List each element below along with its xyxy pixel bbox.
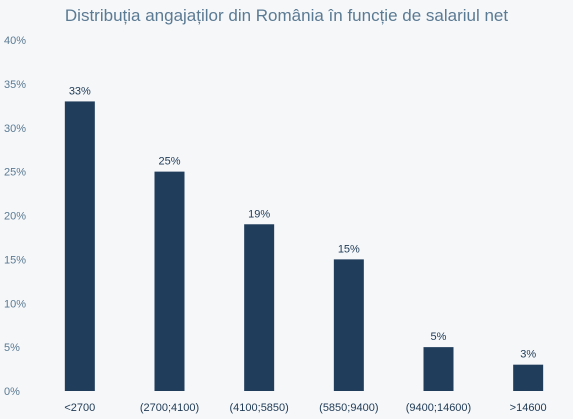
data-label: 15%	[338, 243, 360, 255]
x-tick-label: (5850;9400)	[319, 402, 378, 414]
y-tick-label: 30%	[4, 123, 26, 135]
y-tick-label: 40%	[4, 35, 26, 47]
bar	[244, 224, 275, 391]
x-tick-label: (9400;14600)	[406, 402, 471, 414]
data-label: 25%	[158, 156, 180, 168]
x-tick-label: (2700;4100)	[140, 402, 199, 414]
y-tick-label: 5%	[4, 342, 20, 354]
chart-title: Distribuția angajaților din România în f…	[64, 6, 509, 25]
data-label: 3%	[520, 349, 536, 361]
bar	[513, 364, 544, 391]
bar	[333, 259, 364, 391]
bar	[154, 171, 185, 391]
y-tick-label: 20%	[4, 211, 26, 223]
y-tick-label: 0%	[4, 386, 20, 398]
bar	[64, 101, 95, 392]
x-tick-label: (4100;5850)	[230, 402, 289, 414]
y-tick-label: 10%	[4, 298, 26, 310]
data-label: 33%	[69, 85, 91, 97]
x-tick-label: >14600	[510, 402, 547, 414]
y-tick-label: 35%	[4, 79, 26, 91]
y-tick-label: 25%	[4, 167, 26, 179]
data-label: 5%	[431, 331, 447, 343]
x-tick-label: <2700	[64, 402, 95, 414]
bar	[423, 347, 454, 391]
y-tick-label: 15%	[4, 254, 26, 266]
data-label: 19%	[248, 208, 270, 220]
